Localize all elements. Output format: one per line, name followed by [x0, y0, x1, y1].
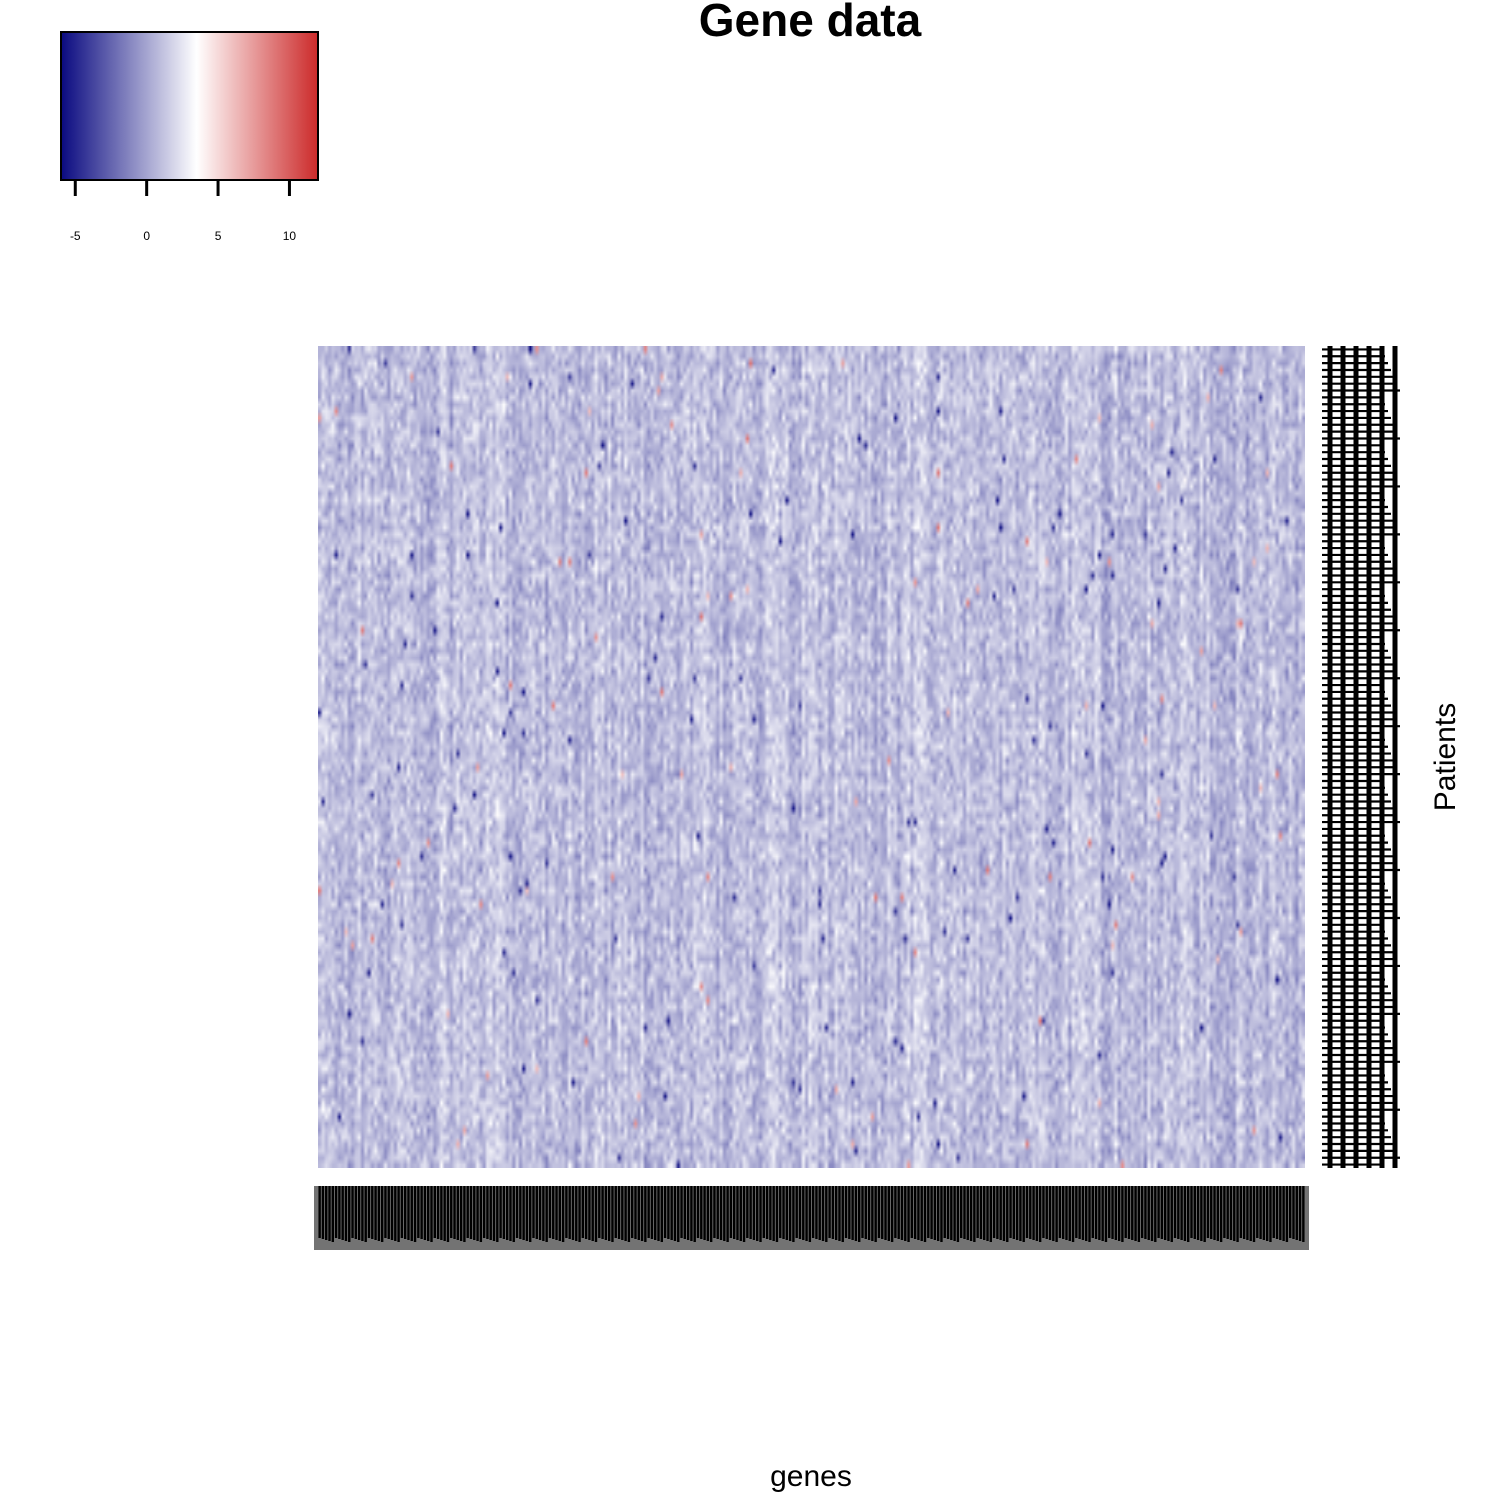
x-axis-label: genes [770, 1460, 852, 1493]
color-key: -5 0 5 10 [60, 31, 319, 243]
column-labels-band [314, 1186, 1309, 1250]
chart-title: Gene data [699, 0, 922, 46]
color-key-gradient [60, 31, 319, 181]
color-key-tick-label: 0 [143, 229, 150, 243]
heatmap-area [318, 346, 1305, 1168]
row-labels [1322, 346, 1400, 1168]
color-key-tick-label: -5 [70, 229, 81, 243]
color-key-tick-label: 5 [215, 229, 222, 243]
color-key-ticks: -5 0 5 10 [70, 180, 296, 243]
column-labels [314, 1186, 1309, 1250]
color-key-tick-label: 10 [283, 229, 297, 243]
y-axis-label: Patients [1429, 703, 1462, 811]
heatmap-cells [318, 346, 1305, 1168]
